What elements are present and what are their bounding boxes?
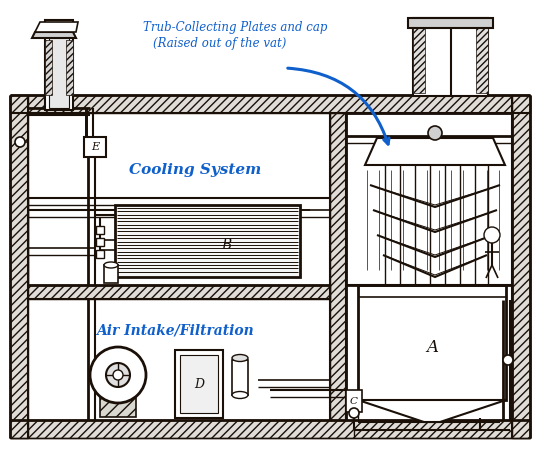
Bar [476, 28, 488, 93]
Circle shape [484, 227, 500, 243]
Circle shape [106, 363, 130, 387]
Ellipse shape [232, 392, 248, 399]
Bar [100, 397, 136, 417]
Bar [45, 40, 52, 95]
Circle shape [15, 137, 25, 147]
Bar [358, 285, 506, 400]
Ellipse shape [104, 262, 118, 268]
Bar [10, 95, 28, 438]
Bar [84, 137, 106, 157]
Bar [330, 113, 346, 420]
Circle shape [428, 126, 442, 140]
Bar [66, 40, 73, 95]
Circle shape [349, 408, 359, 418]
Bar [45, 20, 73, 110]
Bar [512, 95, 530, 438]
Text: D: D [194, 378, 204, 392]
Circle shape [90, 347, 146, 403]
Bar [175, 350, 223, 418]
Text: A: A [426, 339, 438, 356]
Text: Cooling System: Cooling System [129, 163, 261, 177]
Bar [232, 360, 248, 395]
Bar [96, 238, 104, 246]
Bar [413, 28, 425, 93]
Bar [96, 226, 104, 234]
Polygon shape [358, 400, 506, 422]
Circle shape [113, 370, 123, 380]
Text: (Raised out of the vat): (Raised out of the vat) [153, 37, 287, 50]
Text: C: C [350, 396, 358, 405]
Polygon shape [35, 22, 78, 32]
Bar [10, 420, 530, 438]
Text: Trub-Collecting Plates and cap: Trub-Collecting Plates and cap [143, 22, 327, 35]
Polygon shape [408, 18, 493, 28]
Circle shape [503, 355, 513, 365]
Bar [28, 285, 330, 299]
Ellipse shape [232, 355, 248, 361]
Bar [49, 22, 69, 108]
Text: Air Intake/Filtration: Air Intake/Filtration [96, 323, 254, 337]
Bar [413, 18, 488, 96]
Bar [346, 390, 362, 412]
Polygon shape [365, 138, 505, 165]
Bar [180, 355, 218, 413]
Text: E: E [91, 142, 99, 152]
Bar [96, 250, 104, 258]
Bar [104, 265, 118, 283]
Polygon shape [32, 32, 76, 38]
Bar [10, 95, 530, 113]
Bar [115, 205, 300, 277]
Text: B: B [221, 238, 231, 252]
